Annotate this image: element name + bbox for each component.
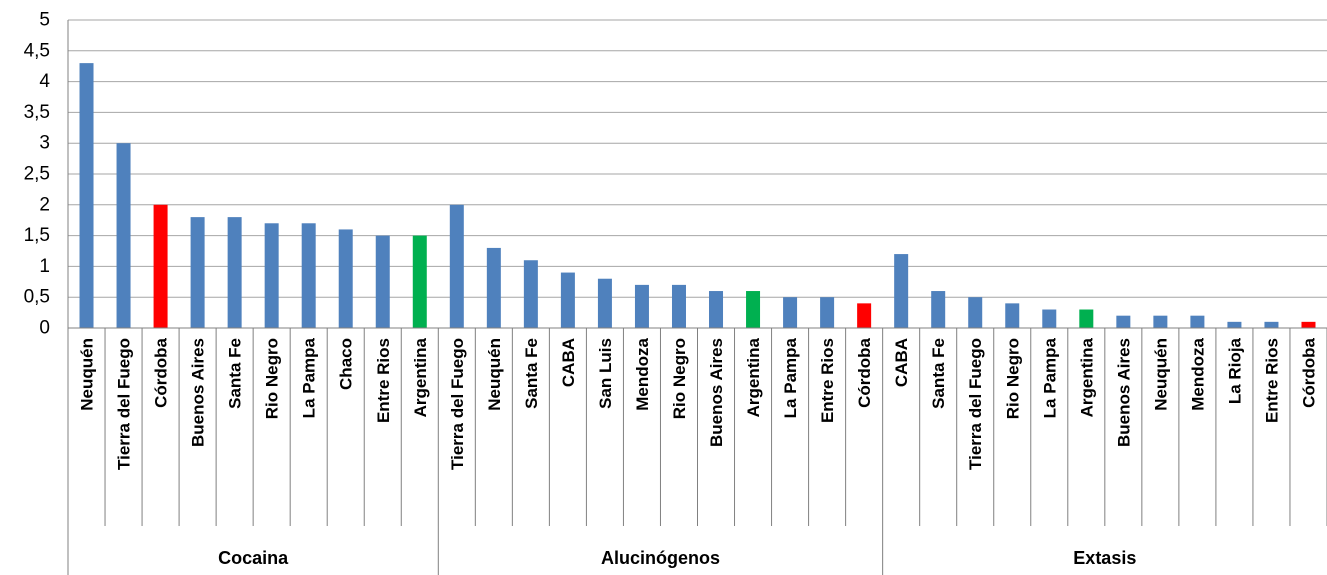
y-tick-label: 1 (39, 256, 50, 277)
bar (894, 254, 909, 328)
bar (634, 284, 649, 328)
bar (560, 272, 575, 328)
x-tick-label: Buenos Aires (189, 338, 208, 447)
bar (523, 260, 538, 328)
bar (671, 284, 686, 328)
bar (1190, 315, 1205, 328)
x-tick-label: Rio Negro (263, 338, 282, 419)
bar (1116, 315, 1131, 328)
bar (931, 291, 946, 328)
x-tick-label: La Pampa (1040, 337, 1059, 418)
bar (1005, 303, 1020, 328)
bar (116, 143, 131, 328)
x-tick-label: San Luis (596, 338, 615, 409)
x-tick-label: Argentina (744, 337, 763, 417)
x-tick-label: Buenos Aires (707, 338, 726, 447)
bar (1079, 309, 1094, 328)
y-tick-label: 1,5 (24, 225, 50, 246)
x-tick-label: Neuquén (1151, 338, 1170, 411)
x-axis-ticks: Neuquén Tierra del Fuego Córdoba Buenos Air… (78, 337, 1319, 469)
group-labels: Cocaina Alucinógenos Extasis (218, 548, 1136, 568)
bar (968, 297, 983, 328)
x-tick-label: Entre Rios (818, 338, 837, 423)
y-tick-label: 0 (39, 318, 50, 339)
x-tick-label: Tierra del Fuego (966, 338, 985, 470)
x-tick-label: Rio Negro (670, 338, 689, 419)
bar (597, 278, 612, 328)
y-tick-label: 3,5 (24, 102, 50, 123)
x-tick-label: Rio Negro (1003, 338, 1022, 419)
x-tick-label: Entre Rios (1262, 338, 1281, 423)
y-tick-label: 3 (39, 133, 50, 154)
bar (783, 297, 798, 328)
y-axis-ticks: 0 0,5 1 1,5 2 2,5 3 3,5 4 4,5 5 (24, 10, 51, 339)
y-tick-label: 4 (39, 71, 50, 92)
x-tick-label: Chaco (337, 338, 356, 390)
x-tick-label: La Pampa (781, 337, 800, 418)
x-tick-label: Mendoza (633, 337, 652, 410)
x-tick-label: Mendoza (1188, 337, 1207, 410)
group-label: Alucinógenos (601, 548, 720, 568)
x-tick-label: Entre Rios (374, 338, 393, 423)
x-tick-label: Neuquén (78, 338, 97, 411)
bar (79, 63, 94, 329)
x-tick-label: Tierra del Fuego (448, 338, 467, 470)
bar (1042, 309, 1057, 328)
bar (190, 217, 205, 328)
x-tick-label: La Pampa (300, 337, 319, 418)
x-tick-label: Córdoba (152, 337, 171, 407)
x-tick-label: La Rioja (1225, 337, 1244, 404)
group-label: Cocaina (218, 548, 289, 568)
bar (301, 223, 316, 328)
bar (746, 291, 761, 328)
bar (449, 204, 464, 328)
bar (227, 217, 242, 328)
y-tick-label: 4,5 (24, 40, 50, 61)
axes (67, 20, 1327, 575)
bar (1301, 321, 1316, 328)
bar (709, 291, 724, 328)
bar (820, 297, 835, 328)
bar (375, 235, 390, 328)
x-tick-label: Santa Fe (929, 338, 948, 409)
x-tick-label: Córdoba (1299, 337, 1318, 407)
x-tick-label: Córdoba (855, 337, 874, 407)
x-tick-label: CABA (559, 338, 578, 387)
bar (264, 223, 279, 328)
x-tick-label: CABA (892, 338, 911, 387)
y-tick-label: 2 (39, 194, 50, 215)
x-tick-label: Santa Fe (522, 338, 541, 409)
gridlines (68, 19, 1327, 298)
bar (412, 235, 427, 328)
bar (1264, 321, 1279, 328)
bars (79, 63, 1316, 329)
bar (1153, 315, 1168, 328)
group-label: Extasis (1073, 548, 1136, 568)
y-tick-label: 5 (39, 10, 50, 31)
x-tick-label: Buenos Aires (1114, 338, 1133, 447)
x-tick-label: Argentina (411, 337, 430, 417)
x-tick-label: Tierra del Fuego (115, 338, 134, 470)
bar (1227, 321, 1242, 328)
y-tick-label: 2,5 (24, 164, 50, 185)
bar (153, 204, 168, 328)
x-tick-label: Argentina (1077, 337, 1096, 417)
y-tick-label: 0,5 (24, 287, 50, 308)
x-tick-label: Santa Fe (226, 338, 245, 409)
bar (857, 303, 872, 328)
bar (486, 247, 501, 328)
x-tick-label: Neuquén (485, 338, 504, 411)
bar (338, 229, 353, 328)
